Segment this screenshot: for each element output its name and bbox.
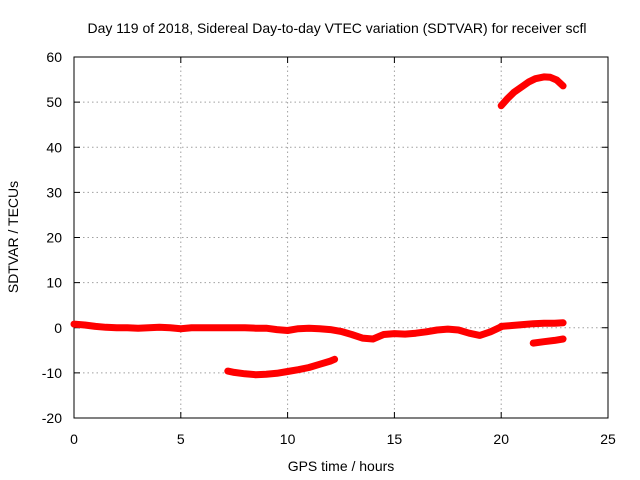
x-tick-label: 20: [493, 431, 509, 447]
series-segment-main: [70, 320, 505, 343]
y-tick-label: 10: [46, 275, 62, 291]
y-tick-label: 40: [46, 139, 62, 155]
y-tick-label: 0: [54, 320, 62, 336]
x-tick-label: 15: [387, 431, 403, 447]
series-segment-dip: [224, 355, 339, 379]
ticks: 0 5 10 15 20 25 -20 -10 0 10 20 30 40 50 60: [42, 49, 616, 447]
y-tick-label: 20: [46, 230, 62, 246]
y-tick-label: 50: [46, 94, 62, 110]
chart-title: Day 119 of 2018, Sidereal Day-to-day VTE…: [87, 20, 586, 36]
y-tick-label: -20: [42, 410, 62, 426]
y-tick-label: -10: [42, 365, 62, 381]
x-tick-label: 25: [600, 431, 616, 447]
series-segment-late-lower: [529, 335, 567, 347]
series-segment-arc: [497, 73, 567, 110]
x-tick-label: 0: [70, 431, 78, 447]
y-tick-label: 30: [46, 184, 62, 200]
x-tick-label: 5: [177, 431, 185, 447]
y-axis-label: SDTVAR / TECUs: [5, 181, 21, 293]
y-tick-label: 60: [46, 49, 62, 65]
grid: [74, 57, 608, 418]
series-segment-late-upper: [497, 319, 567, 330]
x-tick-label: 10: [280, 431, 296, 447]
x-axis-label: GPS time / hours: [288, 458, 395, 474]
series-group: [70, 73, 567, 379]
